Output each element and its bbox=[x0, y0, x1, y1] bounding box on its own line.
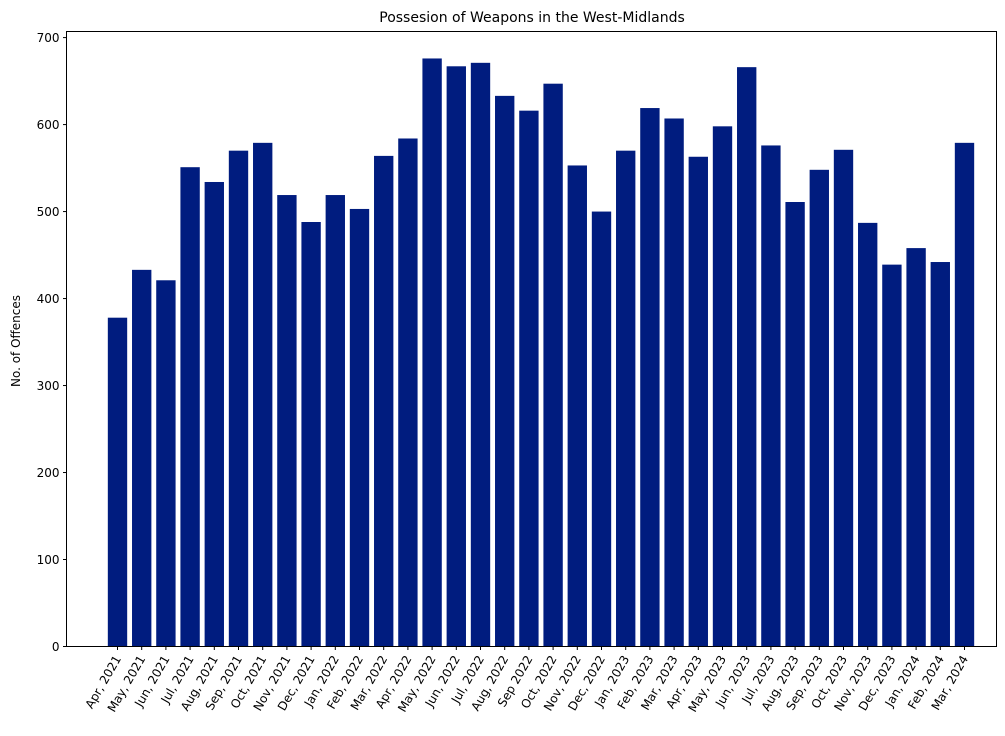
bar bbox=[688, 156, 708, 647]
bar bbox=[374, 155, 394, 647]
bar bbox=[156, 280, 176, 647]
bar bbox=[277, 195, 297, 647]
bar bbox=[712, 126, 733, 647]
bar bbox=[349, 208, 370, 647]
bar bbox=[664, 118, 684, 647]
y-tick-label: 700 bbox=[37, 31, 60, 45]
bar bbox=[543, 83, 563, 647]
bar bbox=[204, 181, 224, 647]
bar bbox=[906, 248, 926, 647]
bar bbox=[809, 169, 829, 647]
y-tick-label: 600 bbox=[37, 118, 60, 132]
bar bbox=[616, 150, 636, 647]
y-tick-label: 0 bbox=[52, 640, 60, 654]
bar bbox=[325, 195, 345, 647]
y-tick-label: 300 bbox=[37, 379, 60, 393]
y-tick-label: 400 bbox=[37, 292, 60, 306]
y-tick-label: 100 bbox=[37, 553, 60, 567]
bar bbox=[132, 269, 152, 647]
bar bbox=[470, 62, 491, 647]
bar bbox=[253, 142, 273, 647]
bar bbox=[833, 149, 854, 647]
bar bbox=[882, 264, 902, 647]
bar bbox=[785, 202, 805, 647]
plot-frame bbox=[66, 31, 997, 647]
bar bbox=[930, 262, 950, 647]
bar bbox=[107, 317, 128, 647]
bar bbox=[761, 145, 781, 647]
bar bbox=[519, 110, 539, 647]
bar bbox=[591, 211, 612, 647]
bar bbox=[640, 108, 660, 647]
bar bbox=[422, 58, 442, 647]
bar bbox=[737, 67, 757, 647]
bar bbox=[954, 142, 975, 647]
y-tick-label: 500 bbox=[37, 205, 60, 219]
bar bbox=[398, 138, 418, 647]
bar bbox=[446, 66, 466, 647]
y-axis: 0 100 200 300 400 500 600 700 bbox=[37, 31, 67, 654]
chart-title: Possesion of Weapons in the West-Midland… bbox=[379, 10, 685, 26]
bar bbox=[567, 165, 587, 647]
y-tick-label: 200 bbox=[37, 466, 60, 480]
y-axis-label: No. of Offences bbox=[9, 295, 23, 387]
bar bbox=[495, 95, 515, 647]
bar bbox=[228, 150, 249, 647]
bar bbox=[858, 222, 878, 647]
bar bbox=[180, 167, 200, 647]
bar bbox=[301, 222, 321, 647]
bars-group bbox=[107, 58, 975, 647]
